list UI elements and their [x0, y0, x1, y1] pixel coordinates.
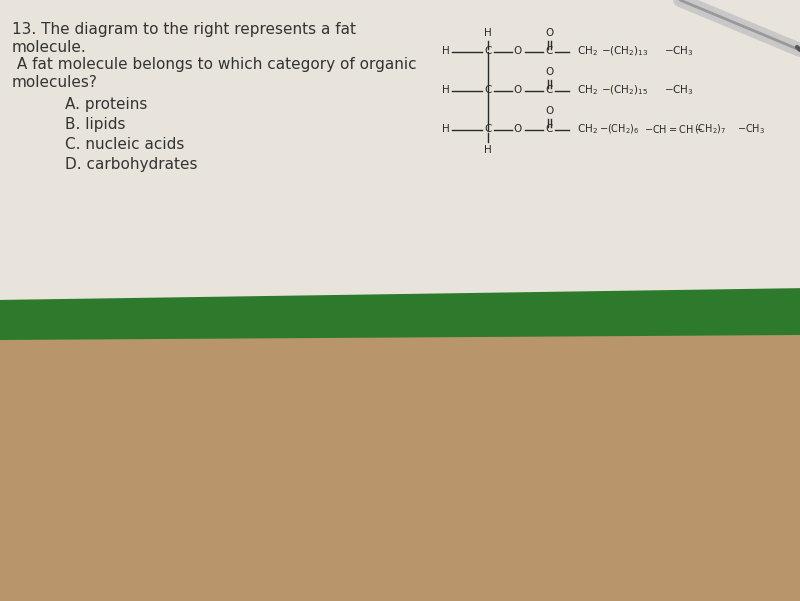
Text: H: H — [442, 85, 450, 95]
Text: $\mathregular{-CH=CH-}$: $\mathregular{-CH=CH-}$ — [644, 123, 703, 135]
Text: O: O — [545, 106, 553, 116]
Text: C: C — [484, 124, 492, 134]
Text: A. proteins: A. proteins — [65, 97, 147, 112]
Text: O: O — [514, 46, 522, 56]
Text: C. nucleic acids: C. nucleic acids — [65, 137, 184, 152]
Text: $\mathregular{-CH_3}$: $\mathregular{-CH_3}$ — [664, 44, 694, 58]
Text: C: C — [546, 124, 553, 134]
Text: $\mathregular{-CH_3}$: $\mathregular{-CH_3}$ — [664, 83, 694, 97]
Text: O: O — [545, 28, 553, 38]
Text: $\mathregular{CH_2}$: $\mathregular{CH_2}$ — [577, 122, 598, 136]
Text: C: C — [546, 46, 553, 56]
Text: molecules?: molecules? — [12, 75, 98, 90]
Text: $\mathregular{CH_2}$: $\mathregular{CH_2}$ — [577, 83, 598, 97]
Text: H: H — [484, 145, 492, 155]
Text: H: H — [442, 46, 450, 56]
Text: $\mathregular{-CH_3}$: $\mathregular{-CH_3}$ — [737, 122, 765, 136]
Text: A fat molecule belongs to which category of organic: A fat molecule belongs to which category… — [12, 57, 417, 72]
Text: $\mathregular{CH_2}$: $\mathregular{CH_2}$ — [577, 44, 598, 58]
Text: molecule.: molecule. — [12, 40, 86, 55]
Text: O: O — [545, 67, 553, 77]
Text: C: C — [546, 85, 553, 95]
Text: D. carbohydrates: D. carbohydrates — [65, 157, 198, 172]
Text: H: H — [484, 28, 492, 38]
Text: B. lipids: B. lipids — [65, 117, 126, 132]
Text: $\mathregular{(CH_2)_7}$: $\mathregular{(CH_2)_7}$ — [694, 122, 726, 136]
Polygon shape — [0, 285, 800, 340]
Text: $\mathregular{-(CH_2)_{13}}$: $\mathregular{-(CH_2)_{13}}$ — [601, 44, 649, 58]
Text: $\mathregular{-(CH_2)_{15}}$: $\mathregular{-(CH_2)_{15}}$ — [601, 83, 649, 97]
Text: H: H — [442, 124, 450, 134]
Text: $\mathregular{-(CH_2)_6}$: $\mathregular{-(CH_2)_6}$ — [599, 122, 640, 136]
Text: O: O — [514, 124, 522, 134]
Text: C: C — [484, 46, 492, 56]
Polygon shape — [0, 0, 800, 300]
Text: O: O — [514, 85, 522, 95]
Text: C: C — [484, 85, 492, 95]
Text: 13. The diagram to the right represents a fat: 13. The diagram to the right represents … — [12, 22, 356, 37]
